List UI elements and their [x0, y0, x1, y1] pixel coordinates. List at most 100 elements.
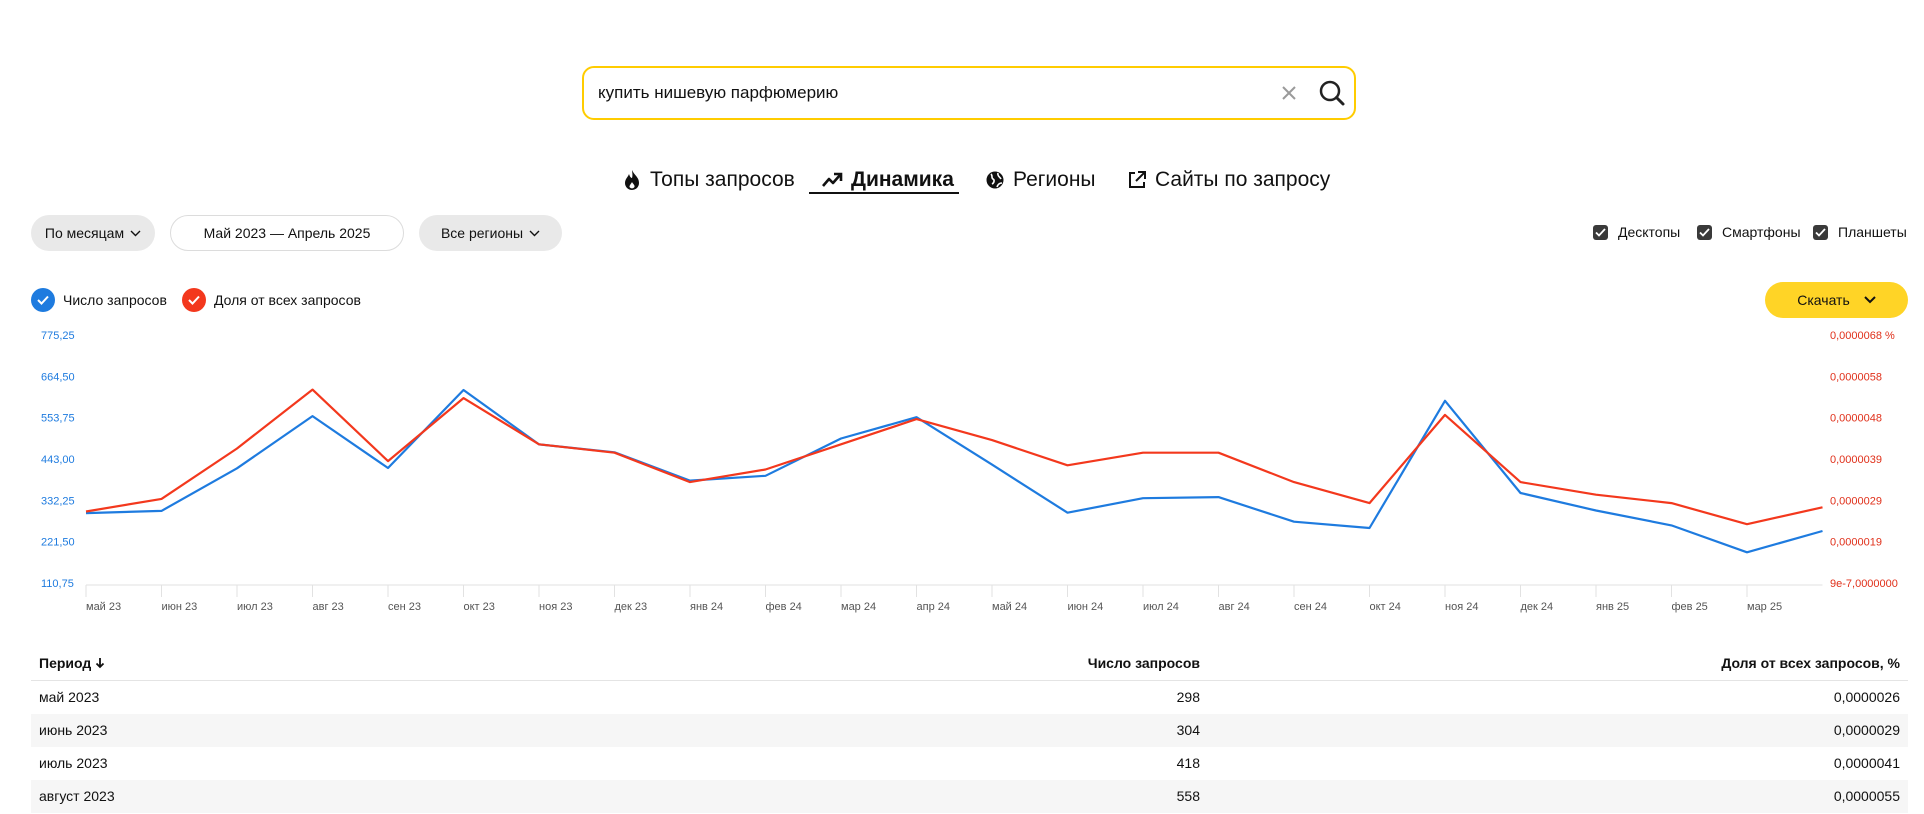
x-axis-tick-label: авг 23 [313, 601, 344, 613]
queries-cell: 418 [1176, 755, 1200, 771]
left-axis-tick-label: 110,75 [41, 578, 74, 590]
fire-icon [625, 170, 639, 190]
download-label: Скачать [1797, 292, 1850, 308]
tab-regions[interactable]: Регионы [985, 165, 1096, 195]
x-axis-tick-label: июл 24 [1143, 601, 1179, 613]
share-cell: 0,0000026 [1833, 689, 1900, 705]
chevron-down-icon [130, 230, 141, 236]
x-axis-tick-label: окт 24 [1370, 601, 1401, 613]
x-axis-tick-label: май 23 [86, 601, 121, 613]
left-axis-tick-label: 443,00 [41, 454, 75, 466]
x-axis-tick-label: май 24 [992, 601, 1027, 613]
clear-icon[interactable] [1276, 80, 1302, 106]
check-icon [31, 288, 55, 312]
left-axis-tick-label: 332,25 [41, 495, 75, 507]
tab-bar: Топы запросов Динамика Регионы Сайты по … [0, 165, 1924, 195]
right-axis-tick-label: 9e-7,0000000 [1830, 578, 1898, 590]
left-axis-tick-label: 775,25 [41, 330, 75, 342]
table-header: Период Число запросов Доля от всех запро… [31, 646, 1908, 681]
date-range-label: Май 2023 — Апрель 2025 [203, 225, 371, 241]
share-cell: 0,0000055 [1833, 788, 1900, 804]
legend-share[interactable]: Доля от всех запросов [182, 288, 361, 312]
search-icon[interactable] [1317, 78, 1347, 108]
regions-label: Все регионы [440, 225, 524, 241]
table-row: июль 2023 418 0,0000041 [31, 747, 1908, 780]
tablet-label: Планшеты [1838, 224, 1907, 240]
period-cell: июнь 2023 [39, 722, 108, 738]
tab-top-queries[interactable]: Топы запросов [622, 165, 795, 195]
active-tab-underline [809, 192, 959, 194]
x-axis-tick-label: авг 24 [1219, 601, 1250, 613]
tablet-checkbox[interactable]: Планшеты [1813, 224, 1907, 240]
legend-queries[interactable]: Число запросов [31, 288, 167, 312]
share-cell: 0,0000029 [1833, 722, 1900, 738]
x-axis-tick-label: дек 23 [615, 601, 648, 613]
search-box[interactable]: купить нишевую парфюмерию [582, 66, 1356, 120]
table-row: май 2023 298 0,0000026 [31, 681, 1908, 714]
smartphone-label: Смартфоны [1722, 224, 1801, 240]
trend-icon [822, 172, 843, 187]
table-row: август 2023 558 0,0000055 [31, 780, 1908, 813]
queries-series-line [85, 388, 1823, 554]
chevron-down-icon [1864, 296, 1876, 304]
right-axis-tick-label: 0,0000068 % [1830, 330, 1895, 342]
regions-select[interactable]: Все регионы [419, 215, 562, 251]
search-input[interactable]: купить нишевую парфюмерию [598, 83, 839, 102]
share-header[interactable]: Доля от всех запросов, % [1721, 655, 1900, 671]
download-button[interactable]: Скачать [1765, 282, 1908, 318]
period-group-select[interactable]: По месяцам [31, 215, 155, 251]
legend-share-label: Доля от всех запросов [214, 292, 361, 308]
arrow-down-icon [96, 658, 105, 669]
check-icon [182, 288, 206, 312]
x-axis-tick-label: мар 25 [1747, 601, 1782, 613]
tab-label: Регионы [1013, 168, 1096, 191]
queries-cell: 298 [1176, 689, 1200, 705]
desktop-label: Десктопы [1618, 224, 1681, 240]
dynamics-chart: 110,75 221,50 332,25 443,00 553,75 664,50 775,… [41, 330, 1898, 613]
period-cell: июль 2023 [39, 755, 108, 771]
globe-icon [986, 171, 1004, 189]
queries-cell: 304 [1176, 722, 1200, 738]
share-series-line [85, 388, 1823, 526]
x-axis-tick-label: окт 23 [464, 601, 495, 613]
queries-header[interactable]: Число запросов [1087, 655, 1200, 671]
table-row: июнь 2023 304 0,0000029 [31, 714, 1908, 747]
right-axis-tick-label: 0,0000058 [1830, 371, 1882, 383]
x-axis-tick-label: ноя 23 [539, 601, 572, 613]
queries-cell: 558 [1176, 788, 1200, 804]
x-axis-tick-label: июл 23 [237, 601, 273, 613]
x-axis-tick-label: фев 24 [766, 601, 802, 613]
x-axis-tick-label: янв 24 [690, 601, 723, 613]
x-axis-tick-label: сен 24 [1294, 601, 1327, 613]
period-group-label: По месяцам [44, 225, 125, 241]
tab-label: Топы запросов [650, 168, 795, 191]
checkbox-checked-icon [1697, 224, 1712, 240]
date-range-picker[interactable]: Май 2023 — Апрель 2025 [170, 215, 404, 251]
x-axis-tick-label: фев 25 [1672, 601, 1708, 613]
right-axis-tick-label: 0,0000019 [1830, 537, 1882, 549]
x-axis-tick-label: сен 23 [388, 601, 421, 613]
left-axis-tick-label: 221,50 [41, 537, 75, 549]
period-cell: август 2023 [39, 788, 115, 804]
legend-queries-label: Число запросов [63, 292, 167, 308]
x-axis-tick-label: мар 24 [841, 601, 876, 613]
tab-label: Сайты по запросу [1155, 168, 1331, 191]
period-header[interactable]: Период [39, 646, 105, 680]
tab-sites[interactable]: Сайты по запросу [1127, 165, 1330, 195]
data-table: Период Число запросов Доля от всех запро… [31, 646, 1908, 813]
desktop-checkbox[interactable]: Десктопы [1593, 224, 1680, 240]
share-cell: 0,0000041 [1833, 755, 1900, 771]
period-cell: май 2023 [39, 689, 100, 705]
right-axis-tick-label: 0,0000029 [1830, 495, 1882, 507]
smartphone-checkbox[interactable]: Смартфоны [1697, 224, 1801, 240]
checkbox-checked-icon [1813, 224, 1828, 240]
left-axis-tick-label: 553,75 [41, 413, 75, 425]
x-axis-tick-label: июн 23 [162, 601, 198, 613]
x-axis-tick-label: июн 24 [1068, 601, 1104, 613]
x-axis-tick-label: апр 24 [917, 601, 950, 613]
right-axis-tick-label: 0,0000048 [1830, 413, 1882, 425]
right-axis-tick-label: 0,0000039 [1830, 454, 1882, 466]
tab-dynamics[interactable]: Динамика [821, 165, 954, 195]
left-axis-tick-label: 664,50 [41, 371, 75, 383]
x-axis-tick-label: ноя 24 [1445, 601, 1478, 613]
